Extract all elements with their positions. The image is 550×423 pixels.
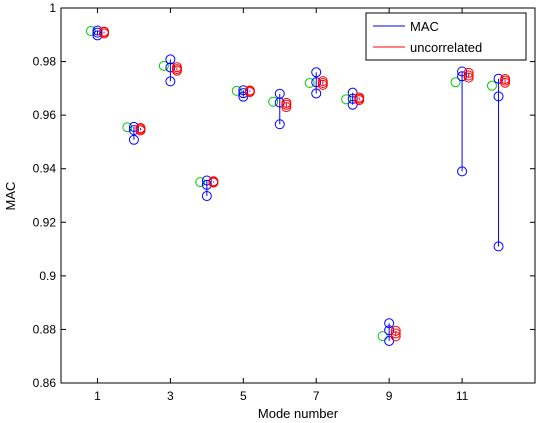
green-marker — [341, 94, 352, 105]
mac-marker — [457, 71, 468, 82]
x-tick-label: 5 — [240, 389, 247, 403]
mac-marker — [92, 25, 103, 36]
y-tick-label: 0.9 — [39, 269, 56, 283]
mac-marker — [347, 93, 358, 104]
x-tick-label: 1 — [94, 389, 101, 403]
green-marker — [486, 80, 497, 91]
y-tick-label: 0.86 — [33, 376, 57, 390]
x-tick-label: 11 — [456, 389, 469, 403]
uncorrelated-marker — [99, 26, 110, 37]
mac-marker — [201, 179, 212, 190]
uncorrelated-marker — [463, 70, 474, 81]
mac-marker — [347, 87, 358, 98]
mac-marker — [493, 91, 504, 102]
uncorrelated-marker — [171, 62, 182, 73]
y-tick-label: 0.94 — [33, 162, 57, 176]
y-tick-label: 1 — [49, 1, 56, 15]
mac-marker — [311, 77, 322, 88]
uncorrelated-marker — [354, 92, 365, 103]
mac-marker — [165, 62, 176, 73]
mac-marker — [128, 134, 139, 145]
mac-marker — [128, 121, 139, 132]
mode-group — [377, 318, 401, 346]
legend-label-uncorrelated: uncorrelated — [410, 40, 482, 55]
uncorrelated-marker — [281, 97, 292, 108]
uncorrelated-marker — [317, 76, 328, 87]
uncorrelated-marker — [135, 123, 146, 133]
mode-group — [304, 67, 328, 99]
uncorrelated-marker — [208, 176, 219, 187]
uncorrelated-marker — [390, 325, 401, 336]
mac-marker — [311, 88, 322, 99]
axes-box — [60, 7, 536, 384]
plot-area — [61, 8, 535, 383]
mac-marker — [165, 76, 176, 87]
mac-marker — [238, 85, 249, 96]
mac-marker — [201, 191, 212, 202]
mac-marker — [201, 175, 212, 186]
y-tick-label: 0.96 — [33, 108, 57, 122]
green-marker — [231, 85, 242, 96]
uncorrelated-marker — [390, 331, 401, 342]
mac-marker — [274, 88, 285, 99]
mode-group — [122, 121, 146, 145]
green-marker — [158, 60, 169, 71]
x-axis-label: Mode number — [258, 406, 339, 421]
green-marker — [268, 96, 279, 107]
mode-group — [195, 175, 219, 202]
mac-marker — [384, 325, 395, 336]
mode-group — [341, 87, 365, 110]
green-marker — [122, 122, 133, 133]
y-tick-label: 0.92 — [33, 215, 57, 229]
x-tick-label: 9 — [386, 389, 393, 403]
green-marker — [195, 177, 206, 188]
mac-marker — [274, 119, 285, 130]
y-tick-label: 0.88 — [33, 322, 57, 336]
uncorrelated-marker — [244, 85, 255, 96]
mode-group — [450, 66, 474, 177]
mode-group — [268, 88, 292, 130]
y-tick-label: 0.98 — [33, 55, 57, 69]
data-marks — [85, 25, 511, 346]
mode-group — [158, 54, 182, 87]
mode-group — [85, 25, 110, 41]
mode-group — [231, 85, 255, 102]
mac-marker — [457, 166, 468, 177]
x-tick-label: 7 — [313, 389, 320, 403]
green-marker — [377, 331, 388, 342]
uncorrelated-marker — [500, 73, 511, 84]
mac-marker — [311, 67, 322, 78]
uncorrelated-marker — [281, 102, 292, 113]
legend-label-mac: MAC — [410, 19, 439, 34]
legend-box — [365, 12, 527, 61]
legend: MAC uncorrelated — [365, 12, 527, 61]
green-marker — [450, 77, 461, 88]
mac-marker — [165, 54, 176, 65]
mac-marker — [493, 241, 504, 252]
mac-marker — [128, 125, 139, 136]
y-axis-label: MAC — [3, 182, 18, 211]
mode-group — [486, 73, 511, 252]
x-tick-label: 3 — [167, 389, 174, 403]
uncorrelated-marker — [463, 67, 474, 78]
mac-marker — [384, 318, 395, 329]
green-marker — [304, 78, 315, 88]
mac-marker — [238, 88, 249, 99]
uncorrelated-marker — [390, 328, 401, 339]
